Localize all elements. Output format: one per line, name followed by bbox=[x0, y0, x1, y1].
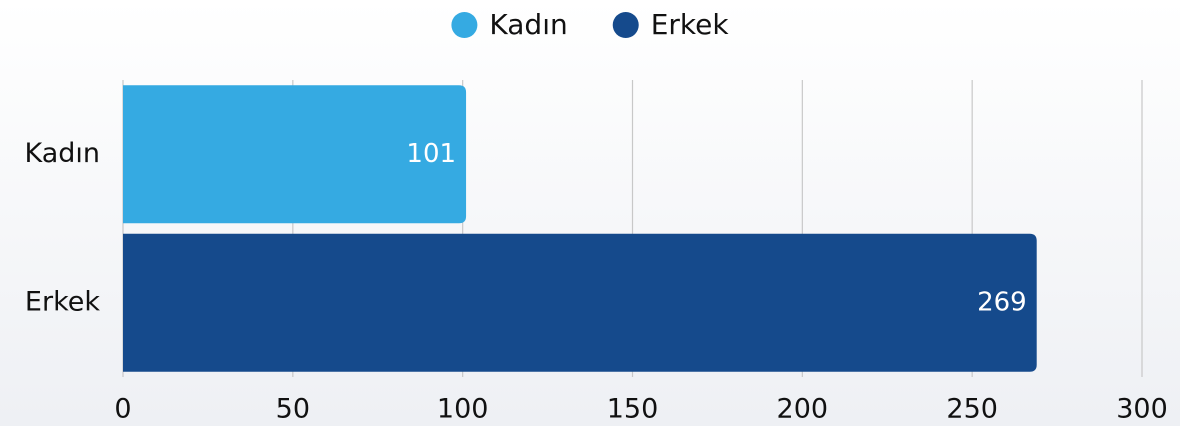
legend-item: Kadın bbox=[451, 8, 568, 41]
legend-swatch bbox=[612, 12, 639, 38]
bar bbox=[123, 85, 467, 224]
value-label: 101 bbox=[406, 139, 456, 169]
x-tick-label: 250 bbox=[946, 394, 998, 425]
x-tick-label: 100 bbox=[437, 394, 489, 425]
x-tick-label: 0 bbox=[114, 394, 131, 425]
x-tick-label: 200 bbox=[777, 394, 829, 425]
x-tick-label: 50 bbox=[276, 394, 310, 425]
legend-swatch bbox=[451, 12, 478, 38]
y-tick-label: Kadın bbox=[24, 138, 100, 169]
legend: Kadın Erkek bbox=[451, 8, 729, 41]
y-tick-label: Erkek bbox=[25, 286, 100, 317]
x-tick-label: 300 bbox=[1116, 394, 1168, 425]
legend-text: Erkek bbox=[651, 8, 730, 41]
legend-item: Erkek bbox=[612, 8, 730, 41]
value-label: 269 bbox=[977, 287, 1027, 317]
bars bbox=[123, 85, 1037, 372]
labels: 0 50 100 150 200 250 300 Kadın Erkek 101 269 bbox=[24, 138, 1167, 425]
x-tick-label: 150 bbox=[607, 394, 659, 425]
bar bbox=[123, 233, 1037, 372]
legend-text: Kadın bbox=[489, 8, 567, 41]
